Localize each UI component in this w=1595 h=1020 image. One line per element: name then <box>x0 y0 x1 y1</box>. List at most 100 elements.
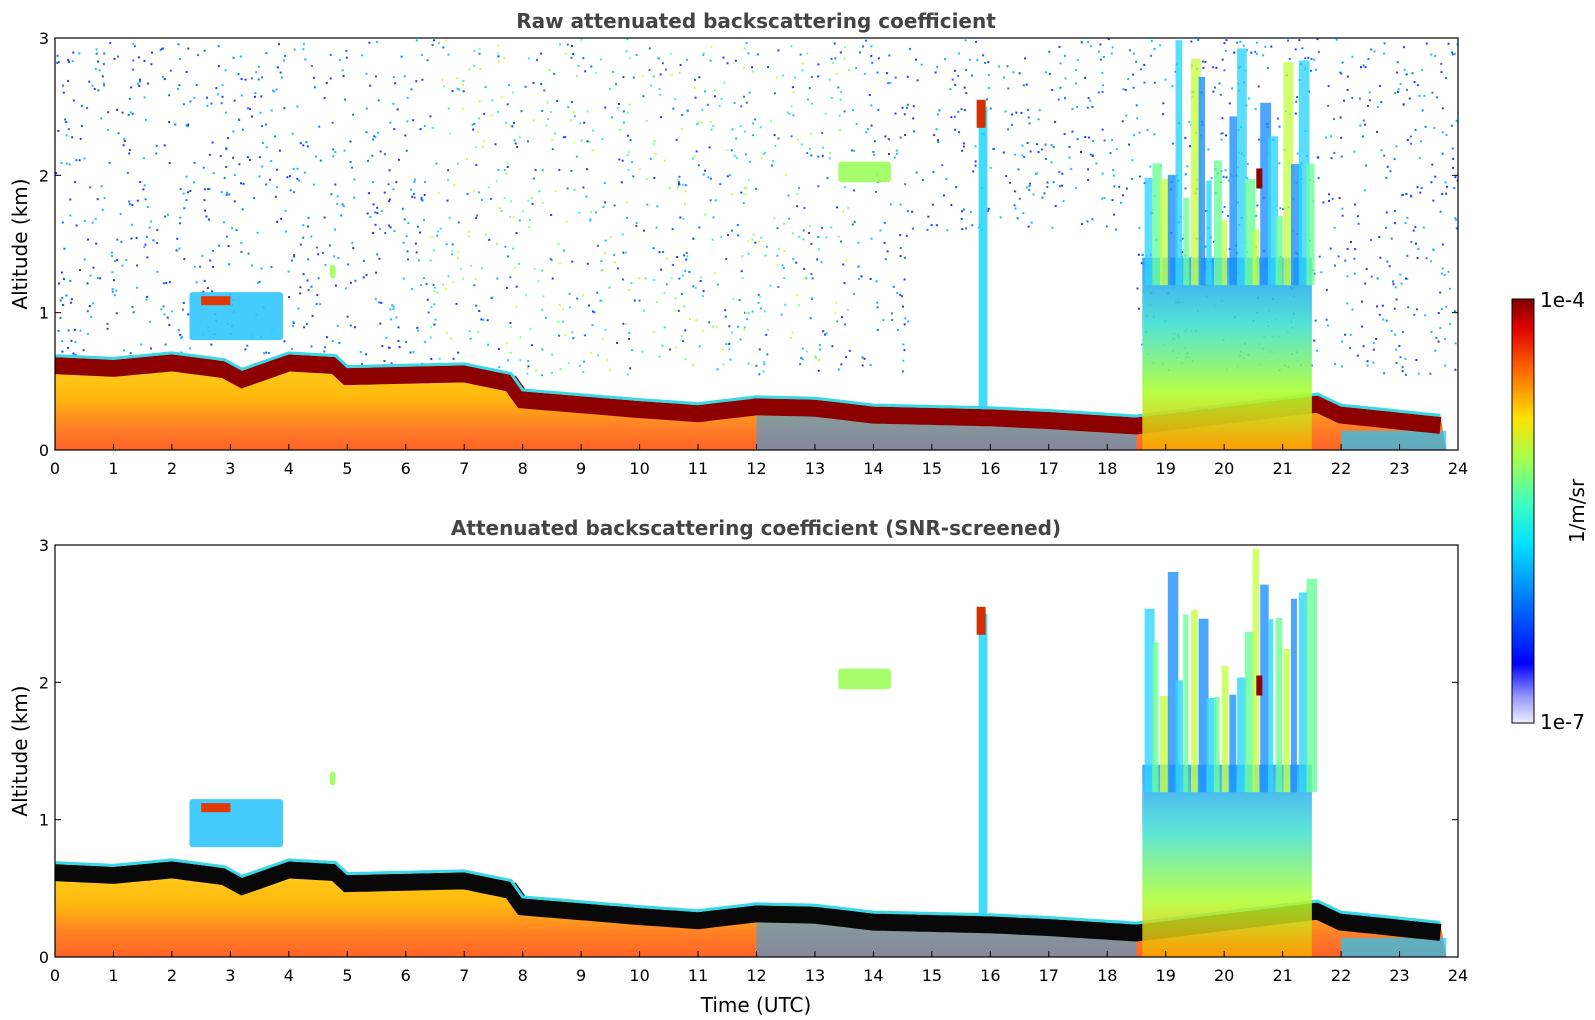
noise-speck <box>732 297 735 300</box>
noise-speck <box>91 84 94 87</box>
noise-speck <box>351 241 354 244</box>
noise-speck <box>694 287 697 289</box>
noise-speck <box>186 125 189 128</box>
noise-speck <box>1484 339 1486 341</box>
noise-speck <box>976 59 979 62</box>
noise-speck <box>1316 156 1319 159</box>
noise-speck <box>374 135 377 138</box>
noise-speck <box>1225 176 1228 179</box>
noise-speck <box>409 351 412 354</box>
noise-speck <box>512 122 515 125</box>
noise-speck <box>60 162 63 164</box>
noise-speck <box>185 175 188 178</box>
noise-speck <box>800 357 803 360</box>
noise-speck <box>759 126 762 129</box>
noise-speck <box>332 155 335 158</box>
noise-speck <box>168 323 171 326</box>
noise-speck <box>692 157 694 160</box>
noise-speck <box>799 53 802 56</box>
noise-speck <box>957 52 960 55</box>
noise-speck <box>109 42 112 45</box>
noise-speck <box>626 153 629 156</box>
noise-speck <box>479 67 482 70</box>
noise-speck <box>351 166 354 169</box>
noise-speck <box>509 124 512 127</box>
noise-speck <box>635 53 638 56</box>
noise-speck <box>819 348 822 351</box>
noise-speck <box>972 170 975 173</box>
noise-speck <box>423 124 426 127</box>
noise-speck <box>206 104 209 107</box>
noise-speck <box>551 148 554 151</box>
noise-speck <box>1476 178 1478 180</box>
noise-speck <box>223 221 225 224</box>
noise-speck <box>180 351 183 354</box>
noise-speck <box>842 210 844 213</box>
noise-speck <box>1221 210 1224 213</box>
noise-speck <box>596 244 599 247</box>
cloud-streak <box>1206 180 1212 286</box>
noise-speck <box>541 169 544 172</box>
noise-speck <box>292 320 295 323</box>
noise-speck <box>788 112 791 115</box>
noise-speck <box>551 277 554 280</box>
noise-speck <box>1359 124 1362 127</box>
noise-speck <box>246 156 249 159</box>
noise-speck <box>776 227 779 230</box>
noise-speck <box>668 187 671 189</box>
noise-speck <box>674 97 677 100</box>
noise-speck <box>818 344 821 346</box>
noise-speck <box>389 226 392 229</box>
noise-speck <box>628 331 631 334</box>
noise-speck <box>603 182 606 185</box>
noise-speck <box>1037 151 1040 154</box>
noise-speck <box>202 166 205 169</box>
noise-speck <box>176 237 179 240</box>
noise-speck <box>1255 214 1258 217</box>
noise-speck <box>285 230 287 233</box>
noise-speck <box>558 334 561 337</box>
noise-speck <box>1313 58 1316 61</box>
noise-speck <box>417 259 420 262</box>
noise-speck <box>537 280 540 283</box>
noise-speck <box>550 111 552 113</box>
noise-speck <box>837 86 840 89</box>
noise-speck <box>814 355 816 358</box>
noise-speck <box>1014 207 1017 210</box>
noise-speck <box>1092 140 1094 143</box>
noise-speck <box>512 247 515 250</box>
noise-speck <box>450 337 453 340</box>
noise-speck <box>306 145 309 148</box>
noise-speck <box>829 152 832 155</box>
noise-speck <box>569 306 572 309</box>
noise-speck <box>802 62 805 65</box>
noise-speck <box>1007 87 1010 90</box>
noise-speck <box>163 313 166 316</box>
noise-speck <box>1080 151 1082 153</box>
noise-speck <box>543 89 546 92</box>
noise-speck <box>487 186 490 189</box>
noise-speck <box>1122 194 1125 197</box>
noise-speck <box>1333 118 1335 121</box>
noise-speck <box>702 52 705 54</box>
cloud-streak <box>1214 697 1220 793</box>
noise-speck <box>1137 253 1140 256</box>
noise-speck <box>433 323 436 326</box>
noise-speck <box>935 128 938 131</box>
noise-speck <box>1254 50 1257 53</box>
noise-speck <box>692 285 695 288</box>
noise-speck <box>669 52 672 55</box>
noise-speck <box>113 57 116 60</box>
noise-speck <box>626 38 629 41</box>
noise-speck <box>113 279 115 282</box>
noise-speck <box>187 191 189 194</box>
noise-speck <box>180 337 183 339</box>
noise-speck <box>740 191 743 194</box>
noise-speck <box>376 41 379 44</box>
noise-speck <box>871 61 874 64</box>
noise-speck <box>1223 69 1226 72</box>
noise-speck <box>1372 361 1375 364</box>
noise-speck <box>965 68 967 71</box>
noise-speck <box>824 112 827 115</box>
noise-speck <box>886 72 889 75</box>
